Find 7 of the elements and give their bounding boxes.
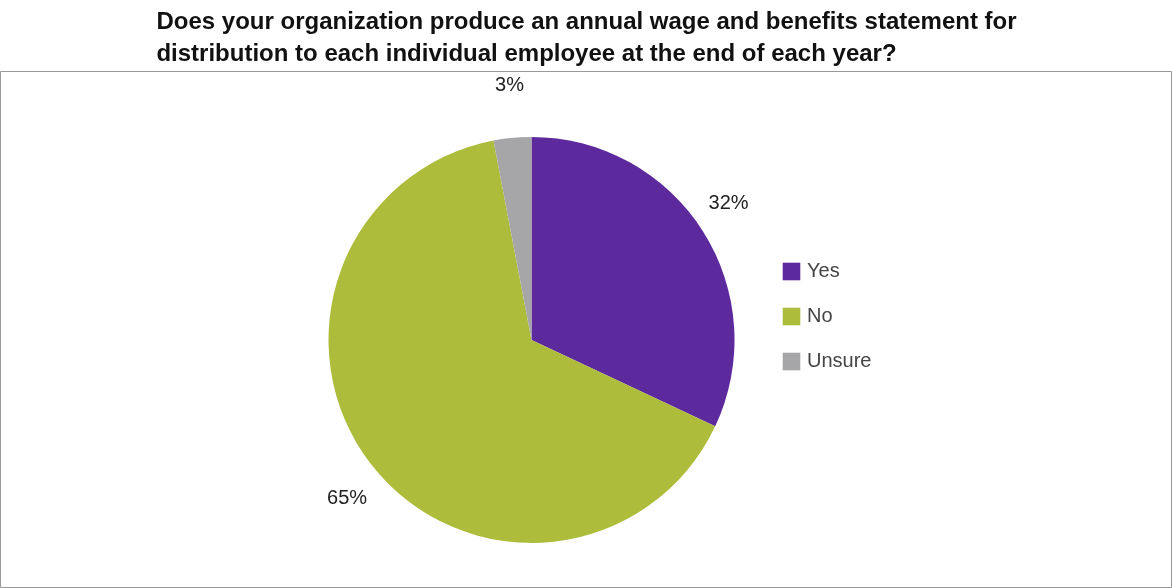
chart-title: Does your organization produce an annual wage and benefits statement for distribution to each individual employee at the end of each year? <box>156 7 1017 67</box>
legend-label: Unsure <box>807 349 872 372</box>
legend-label: No <box>807 304 833 327</box>
data-label: 3% <box>495 73 525 96</box>
data-label: 32% <box>708 191 749 214</box>
legend-label: Yes <box>807 259 840 282</box>
data-label: 65% <box>327 486 368 509</box>
